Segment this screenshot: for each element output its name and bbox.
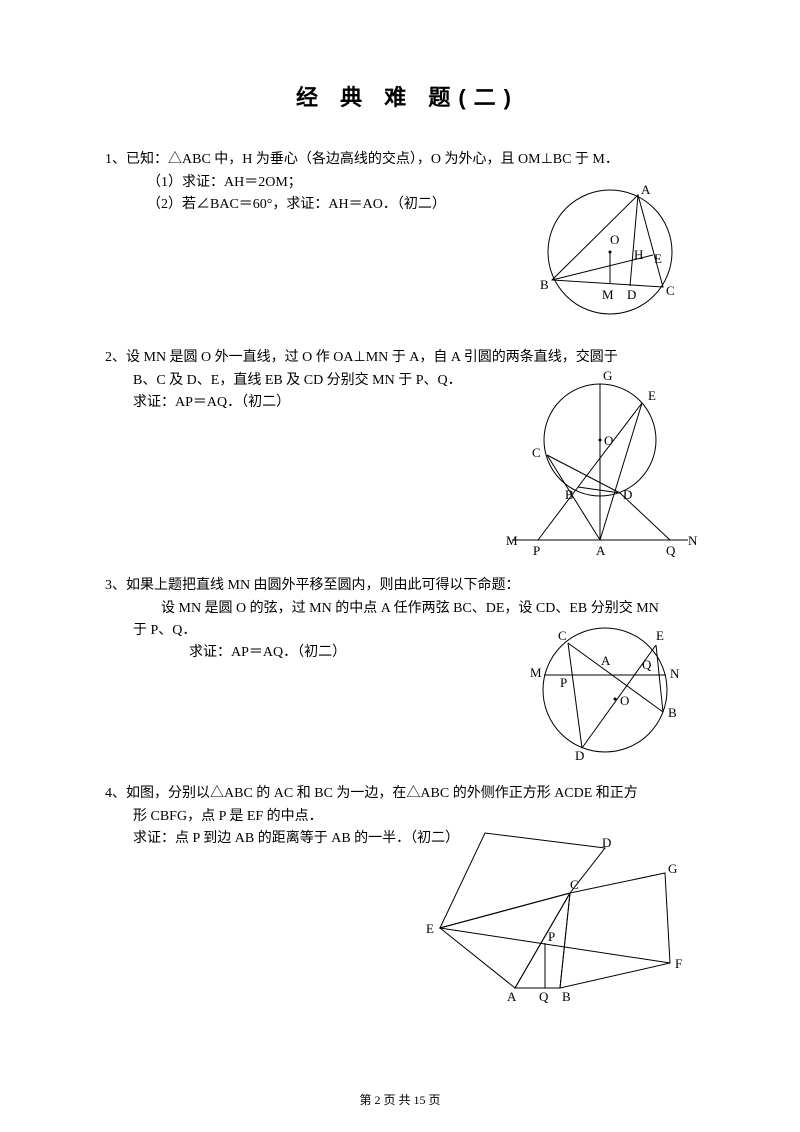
lbl-A: A — [641, 182, 651, 197]
lbl4-G: G — [668, 861, 677, 876]
p1-l1: 已知：△ABC 中，H 为垂心（各边高线的交点），O 为外心，且 OM⊥BC 于… — [126, 152, 619, 167]
lbl-B: B — [540, 277, 549, 292]
lbl2-P: P — [533, 543, 540, 558]
lbl2-D: D — [623, 487, 632, 502]
page-footer: 第 2 页 共 15 页 — [0, 1091, 800, 1110]
footer-mid: 页 共 — [380, 1093, 413, 1107]
p2-l2: B、C 及 D、E，直线 EB 及 CD 分别交 MN 于 P、Q． — [105, 370, 462, 392]
lbl3-Q: Q — [642, 657, 652, 672]
figure-3-svg: E C A Q M P N O B D — [520, 615, 690, 765]
p3-l3: 于 P、Q． — [105, 620, 196, 642]
page-title: 经 典 难 题(二) — [105, 80, 710, 115]
p4-l3: 求证：点 P 到边 AB 的距离等于 AB 的一半．（初二） — [105, 828, 459, 850]
p3-l1: 如果上题把直线 MN 由圆外平移至圆内，则由此可得以下命题： — [126, 578, 520, 593]
problem-1: 1、已知：△ABC 中，H 为垂心（各边高线的交点），O 为外心，且 OM⊥BC… — [105, 149, 710, 319]
lbl-C: C — [666, 283, 675, 298]
lbl4-D: D — [602, 835, 611, 850]
figure-4-svg: D G C E P F A Q B — [420, 833, 720, 1013]
figure-3: E C A Q M P N O B D — [520, 615, 690, 773]
p4-l2: 形 CBFG，点 P 是 EF 的中点． — [105, 806, 323, 828]
figure-2: G E C O B D M P A Q N — [500, 365, 700, 573]
lbl-D: D — [627, 287, 636, 302]
problem-2: 2、设 MN 是圆 O 外一直线，过 O 作 OA⊥MN 于 A，自 A 引圆的… — [105, 347, 710, 547]
problem-3: 3、如果上题把直线 MN 由圆外平移至圆内，则由此可得以下命题： 设 MN 是圆… — [105, 575, 710, 755]
lbl2-C: C — [532, 445, 541, 460]
figure-1: A B C O H E M D — [530, 177, 690, 335]
lbl3-O: O — [620, 693, 629, 708]
lbl2-N: N — [688, 533, 698, 548]
lbl3-E: E — [656, 628, 664, 643]
p3-l4: 求证：AP＝AQ．（初二） — [105, 642, 346, 664]
p4-num: 4、 — [105, 786, 126, 801]
lbl3-A: A — [601, 653, 611, 668]
footer-suffix: 页 — [426, 1093, 441, 1107]
p2-l3: 求证：AP＝AQ．（初二） — [105, 392, 290, 414]
lbl2-E: E — [648, 388, 656, 403]
lbl2-B: B — [565, 487, 574, 502]
lbl-H: H — [634, 247, 643, 262]
lbl-E: E — [654, 251, 662, 266]
figure-2-svg: G E C O B D M P A Q N — [500, 365, 700, 565]
p4-l1: 如图，分别以△ABC 的 AC 和 BC 为一边，在△ABC 的外侧作正方形 A… — [126, 786, 638, 801]
lbl3-N: N — [670, 666, 680, 681]
lbl4-C: C — [570, 877, 579, 892]
footer-prefix: 第 — [359, 1093, 374, 1107]
lbl3-P: P — [560, 675, 567, 690]
lbl3-D: D — [575, 748, 584, 763]
lbl2-O: O — [604, 433, 613, 448]
p3-num: 3、 — [105, 578, 126, 593]
p1-l2: （1）求证：AH＝2OM； — [105, 172, 302, 194]
p1-l3: （2）若∠BAC＝60°，求证：AH＝AO．（初二） — [105, 194, 446, 216]
lbl4-F: F — [675, 956, 682, 971]
lbl-M: M — [602, 287, 614, 302]
lbl4-E: E — [426, 921, 434, 936]
lbl2-A: A — [596, 543, 606, 558]
footer-total: 15 — [414, 1093, 426, 1107]
lbl-O: O — [610, 232, 619, 247]
lbl4-A: A — [507, 989, 517, 1004]
figure-1-svg: A B C O H E M D — [530, 177, 690, 327]
lbl3-B: B — [668, 705, 677, 720]
problem-4: 4、如图，分别以△ABC 的 AC 和 BC 为一边，在△ABC 的外侧作正方形… — [105, 783, 710, 993]
lbl3-M: M — [530, 665, 542, 680]
lbl2-G: G — [603, 368, 612, 383]
figure-4: D G C E P F A Q B — [420, 833, 720, 1021]
lbl3-C: C — [558, 628, 567, 643]
p1-num: 1、 — [105, 152, 126, 167]
lbl4-Q: Q — [539, 989, 549, 1004]
lbl4-B: B — [562, 989, 571, 1004]
lbl4-P: P — [548, 929, 555, 944]
p2-l1: 设 MN 是圆 O 外一直线，过 O 作 OA⊥MN 于 A，自 A 引圆的两条… — [126, 350, 618, 365]
lbl2-Q: Q — [666, 543, 676, 558]
lbl2-M: M — [506, 533, 518, 548]
p2-num: 2、 — [105, 350, 126, 365]
